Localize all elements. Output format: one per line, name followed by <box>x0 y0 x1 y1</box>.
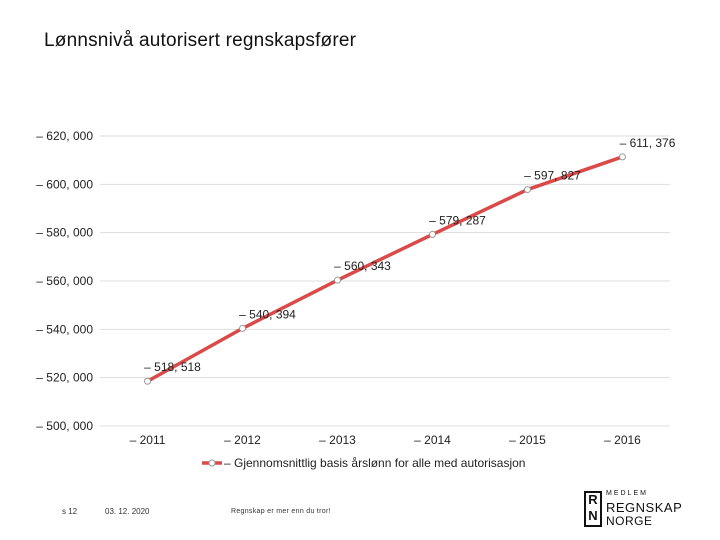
data-point <box>619 153 626 161</box>
data-point <box>144 377 151 385</box>
x-axis-ticks: – 2011 – 2012 – 2013 – 2014 – 2015 – 2016 <box>130 433 642 447</box>
x-tick-label: – 2016 <box>604 433 641 447</box>
data-label: – 579, 287 <box>429 213 486 227</box>
y-tick-label: – 500, 000 <box>36 419 93 433</box>
legend-swatch-marker <box>208 459 216 467</box>
x-tick-label: – 2011 <box>130 433 166 447</box>
y-tick-label: – 520, 000 <box>36 371 93 385</box>
data-point <box>429 230 436 238</box>
logo-line-medlem: MEDLEM <box>606 490 648 497</box>
legend: – Gjennomsnittlig basis årslønn for alle… <box>202 456 525 470</box>
x-tick-label: – 2013 <box>319 433 356 447</box>
y-tick-label: – 560, 000 <box>36 274 93 288</box>
y-tick-label: – 580, 000 <box>36 226 93 240</box>
data-point <box>524 186 531 194</box>
x-tick-label: – 2012 <box>224 433 261 447</box>
gridlines <box>100 135 670 427</box>
logo-box <box>584 491 602 527</box>
legend-label: – Gjennomsnittlig basis årslønn for alle… <box>224 456 525 470</box>
data-label: – 540, 394 <box>239 307 296 321</box>
data-label: – 597, 827 <box>524 169 581 183</box>
page-number: s 12 <box>62 507 78 516</box>
data-point <box>239 324 246 332</box>
y-tick-label: – 600, 000 <box>36 177 93 191</box>
data-label: – 611, 376 <box>620 136 676 150</box>
logo-letter-r: R <box>588 492 598 507</box>
data-label: – 560, 343 <box>334 259 391 273</box>
y-tick-label: – 620, 000 <box>36 129 93 143</box>
logo-line-norge: NORGE <box>606 514 653 528</box>
logo-line-regnskap: REGNSKAP <box>606 500 683 515</box>
data-label: – 518, 518 <box>144 360 201 374</box>
series-group: – 518, 518 – 540, 394 – 560, 343 – 579, 287… <box>144 136 676 385</box>
x-tick-label: – 2014 <box>414 433 451 447</box>
logo-letter-n: N <box>588 508 598 523</box>
y-tick-label: – 540, 000 <box>36 322 93 336</box>
series-line <box>145 155 625 383</box>
data-point <box>334 276 341 284</box>
x-tick-label: – 2015 <box>509 433 546 447</box>
regnskap-norge-logo: R N MEDLEM REGNSKAP NORGE <box>584 488 684 530</box>
chart-title: Lønnsnivå autorisert regnskapsfører <box>44 30 357 51</box>
y-axis-ticks: – 500, 000 – 520, 000 – 540, 000 – 560, 000… <box>36 129 93 433</box>
footer-slogan: Regnskap er mer enn du tror! <box>231 508 331 515</box>
footer-date: 03. 12. 2020 <box>105 507 150 516</box>
